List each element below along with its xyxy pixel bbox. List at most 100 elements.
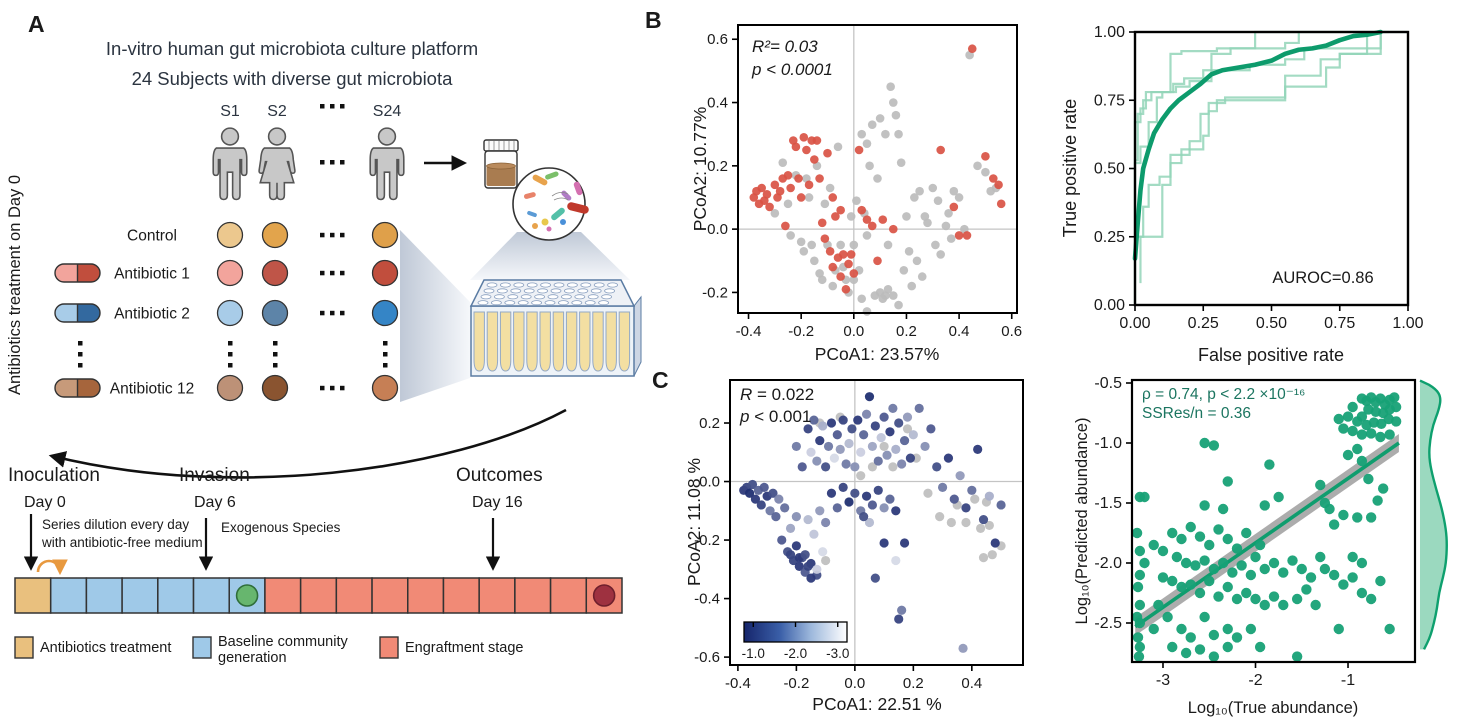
x-tick-label: -0.4 [736,323,762,340]
plate-well [526,282,538,288]
plate-well [580,282,592,288]
plate-well [550,288,562,294]
community-circle [216,299,244,327]
community-circle [371,221,399,249]
plate-well [537,288,548,294]
plate-well [593,282,605,288]
treatment-row-control: Control [127,221,399,249]
c-reg-stat-ssres: SSRes/n = 0.36 [1142,405,1251,422]
plate-well [571,300,583,306]
panel-c-label: C [652,367,669,393]
panel-b-label: B [645,7,662,33]
plate-tube [552,311,565,372]
c-reg-stat-rho: ρ = 0.74, p < 2.2 ×10⁻¹⁶ [1142,386,1305,403]
timeline-legend-item: Antibiotics treatment [14,636,171,659]
plot-border [1130,378,1417,664]
x-tick-label: -2 [1248,672,1262,689]
plate-well [510,288,522,294]
treatment-row-antibiotic-2: Antibiotic 2 [54,299,399,327]
ellipsis-dot [320,385,325,391]
timeline-cell [514,577,552,614]
panel-a: A In-vitro human gut microbiota culture … [6,11,642,666]
marginal-density-curve [1419,379,1448,650]
legend-label: Antibiotics treatment [40,640,171,656]
x-tick-label: -3 [1156,672,1170,689]
b-pcoa-xlabel: PCoA1: 23.57% [815,344,940,364]
c-pcoa-stat-p-value: < 0.001 [749,407,811,426]
plate-well [547,294,559,300]
plate-tube [539,311,551,372]
timeline-cell [157,577,195,614]
y-tick-label: 0.6 [707,31,728,48]
timeline-cell [335,577,373,614]
panel-a-title-line2: 24 Subjects with diverse gut microbiota [132,68,454,89]
colorbar-tick-label: -2.0 [784,646,807,661]
c-pcoa-stat-p-letter: p [739,407,749,426]
legend-swatch [192,636,212,659]
x-tick-label: 0.00 [1119,315,1150,332]
plate-well [480,294,492,300]
event-outcomes-day: Day 16 [472,494,523,511]
plate-tube [565,311,578,372]
x-tick-label: 1.00 [1392,315,1423,332]
y-tick-label: 0.2 [699,415,720,432]
panel-b-pcoa-chart: -0.4 -0.2 0.0 0.2 0.4 0.6 -0.2 0.0 0.2 0.4 0.6 B R… [645,7,1022,364]
y-tick-label: 0.0 [699,474,720,491]
plate-tube [486,311,499,372]
scatter-points-shaded [739,392,1006,653]
x-tick-label: -1 [1341,672,1355,689]
scatter-points-green [1131,392,1402,662]
plot-border [1133,30,1410,307]
x-tick-label: 0.0 [843,323,864,340]
x-tick-label: 0.75 [1324,315,1355,332]
plate-well [483,288,495,294]
vertical-ellipsis-dot [383,363,388,368]
plate-tube [618,311,631,372]
ellipsis-dot [330,310,335,316]
timeline-cell [442,577,480,614]
plate-well [540,282,551,288]
plate-well [577,288,589,294]
community-circle [371,374,399,402]
ellipsis-dot [320,232,325,238]
x-tick-label: 0.2 [896,323,917,340]
plate-well [567,282,578,288]
subject-label-s1: S1 [220,103,240,120]
plate-well [553,282,565,288]
timeline-cell [478,577,516,614]
vertical-ellipsis-dot [78,363,83,368]
timeline-legend-item: Engraftment stage [379,636,524,659]
ellipsis-dot [320,270,325,276]
y-tick-label: -0.2 [702,284,728,301]
x-tick-label: -0.4 [725,675,751,692]
b-pcoa-stat-p: p < 0.0001 [751,60,833,79]
timeline-note1-line1: Series dilution every day [42,517,189,532]
c-pcoa-xlabel: PCoA1: 22.51 % [812,694,941,714]
b-pcoa-stat-r2: R²= 0.03 [752,37,818,56]
subject-label-s24: S24 [373,103,402,120]
ellipsis-dot [320,310,325,316]
timeline-note1-line2: with antibiotic-free medium [41,535,203,550]
beam-petri-to-plate [470,232,630,280]
vertical-ellipsis-dot [228,363,233,368]
treatment-row-label: Antibiotic 12 [110,381,194,398]
treatment-row-antibiotic-12: Antibiotic 12 [54,374,399,402]
ellipsis-dot [340,232,345,238]
colorbar-tick-label: -3.0 [826,646,849,661]
y-tick-label: -0.4 [694,591,720,608]
y-tick-label: 0.0 [707,221,728,238]
panel-b-roc-chart: 0.00 0.25 0.50 0.75 1.00 0.00 0.25 0.50 0.75 1.00… [1060,24,1424,365]
community-circle [216,374,244,402]
y-tick-label: -2.5 [1094,615,1122,632]
panel-a-side-label: Antibiotics treatment on Day 0 [6,175,24,395]
vertical-ellipsis-dot [273,363,278,368]
colorbar-tick-label: -1.0 [742,646,765,661]
scatter-points-treated-communities [749,44,1006,294]
c-reg-ylabel: Log₁₀(Predicted abundance) [1073,418,1091,625]
event-invasion-day: Day 6 [194,494,236,511]
vertical-ellipsis-dot [228,352,233,357]
plot-border [737,24,1018,314]
vertical-ellipsis-dot [78,341,83,346]
